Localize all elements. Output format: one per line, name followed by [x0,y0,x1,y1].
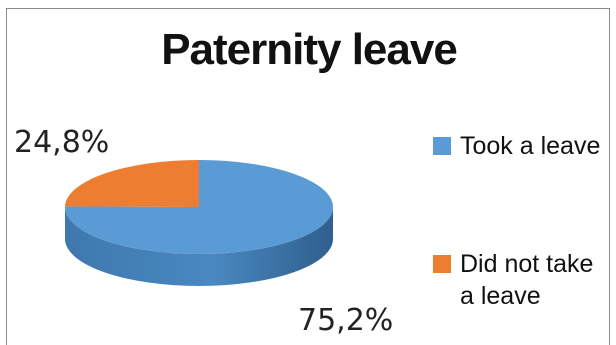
legend-label-did-not-take: Did not take a leave [460,248,593,312]
legend-label-line-2: a leave [460,282,541,310]
legend-swatch-blue [433,137,451,155]
legend-label-line-1: Did not take [460,250,594,278]
legend-item-took-a-leave: Took a leave [433,130,600,162]
legend-label-took-a-leave: Took a leave [460,132,601,160]
pie-side-wall [65,207,333,286]
legend-swatch-orange [433,255,451,273]
legend-item-did-not-take: Did not take a leave [433,248,593,312]
data-label-took-leave: 75,2% [298,303,393,338]
legend: Took a leave Did not take a leave [433,130,613,330]
pie-slice-did-not-take-a-leave [65,160,199,207]
chart-title: Paternity leave [161,25,458,74]
data-label-did-not-take: 24,8% [14,125,109,160]
